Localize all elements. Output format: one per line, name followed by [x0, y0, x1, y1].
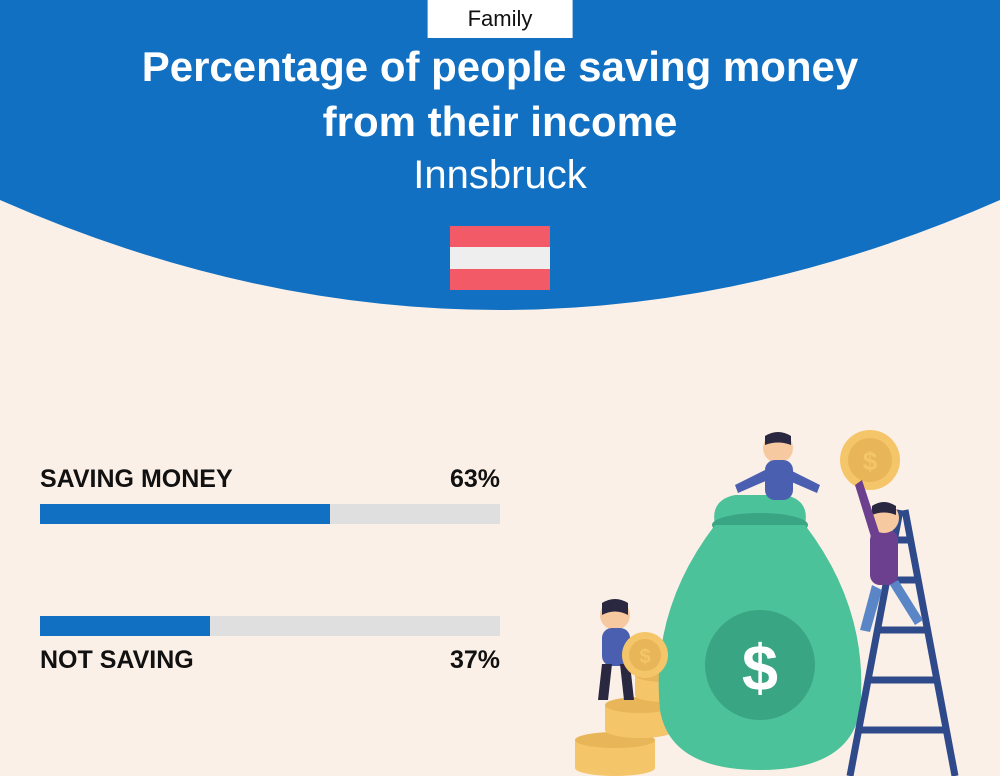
bar-label: SAVING MONEY: [40, 465, 233, 494]
svg-text:$: $: [863, 446, 878, 476]
bar-labels-notsaving: NOT SAVING 37%: [40, 646, 500, 675]
flag-stripe-1: [450, 226, 550, 247]
bar-fill-notsaving: [40, 616, 210, 636]
bar-group-saving: SAVING MONEY 63%: [40, 465, 500, 524]
title-block: Percentage of people saving money from t…: [0, 40, 1000, 198]
bar-value: 37%: [450, 646, 500, 675]
flag-stripe-2: [450, 247, 550, 268]
austria-flag-icon: [450, 226, 550, 290]
bar-labels-saving: SAVING MONEY 63%: [40, 465, 500, 494]
ladder-icon: [850, 510, 955, 776]
category-badge: Family: [428, 0, 573, 38]
title-line-1: Percentage of people saving money: [0, 40, 1000, 95]
infographic-page: Family Percentage of people saving money…: [0, 0, 1000, 776]
savings-illustration: $ $: [560, 430, 970, 776]
bar-label: NOT SAVING: [40, 646, 194, 675]
subtitle: Innsbruck: [0, 153, 1000, 198]
title-line-2: from their income: [0, 95, 1000, 150]
bar-track: [40, 616, 500, 636]
bars-section: SAVING MONEY 63% NOT SAVING 37%: [40, 465, 500, 767]
flag-stripe-3: [450, 269, 550, 290]
money-bag-icon: $: [659, 495, 862, 770]
svg-text:$: $: [742, 631, 778, 704]
bar-value: 63%: [450, 465, 500, 494]
person-top-icon: [735, 432, 820, 500]
bar-group-notsaving: NOT SAVING 37%: [40, 616, 500, 675]
svg-text:$: $: [639, 646, 650, 668]
bar-track: [40, 504, 500, 524]
bar-fill-saving: [40, 504, 330, 524]
